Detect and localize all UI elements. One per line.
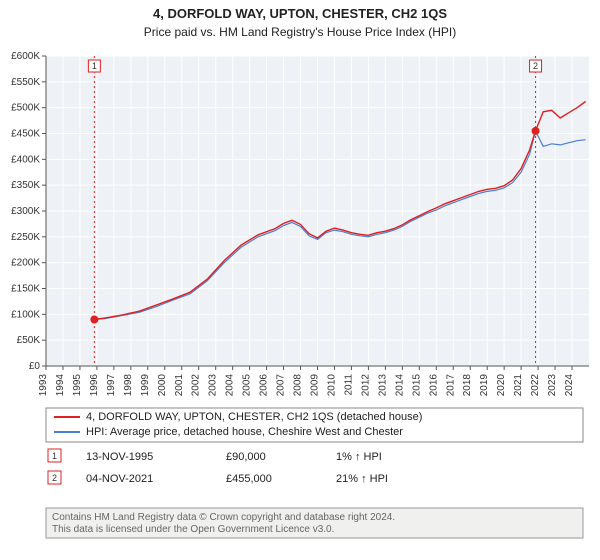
chart-container: 4, DORFOLD WAY, UPTON, CHESTER, CH2 1QS P… [0, 0, 600, 560]
x-tick-label: 1998 [123, 374, 134, 397]
x-tick-label: 2006 [259, 374, 270, 397]
x-tick-label: 2007 [276, 374, 287, 397]
y-tick-label: £600K [11, 51, 40, 62]
x-tick-label: 2003 [208, 374, 219, 397]
x-tick-label: 2015 [411, 374, 422, 397]
x-tick-label: 2005 [242, 374, 253, 397]
event-row-pct: 21% ↑ HPI [336, 473, 388, 485]
chart-svg: 4, DORFOLD WAY, UPTON, CHESTER, CH2 1QS P… [0, 0, 600, 560]
x-tick-label: 2019 [479, 374, 490, 397]
x-tick-label: 2012 [360, 374, 371, 397]
event-row-price: £455,000 [226, 473, 272, 485]
x-tick-label: 2017 [445, 374, 456, 397]
x-tick-label: 1996 [89, 374, 100, 397]
x-tick-label: 2011 [343, 374, 354, 396]
y-tick-label: £450K [11, 129, 40, 140]
y-tick-label: £300K [11, 206, 40, 217]
event-row-number: 2 [52, 473, 57, 483]
event-row-number: 1 [52, 451, 57, 461]
y-tick-label: £550K [11, 77, 40, 88]
y-tick-label: £150K [11, 284, 40, 295]
y-tick-label: £200K [11, 258, 40, 269]
x-tick-label: 2016 [428, 374, 439, 397]
x-tick-label: 2008 [293, 374, 304, 397]
x-tick-label: 2004 [225, 374, 236, 397]
x-tick-label: 2014 [394, 374, 405, 397]
x-tick-label: 2000 [157, 374, 168, 397]
x-tick-label: 2002 [191, 374, 202, 397]
footer-line-2: This data is licensed under the Open Gov… [52, 524, 334, 535]
y-tick-label: £100K [11, 309, 40, 320]
x-tick-label: 1995 [72, 374, 83, 397]
x-tick-label: 2024 [564, 374, 575, 397]
x-tick-label: 2001 [174, 374, 185, 397]
chart-subtitle: Price paid vs. HM Land Registry's House … [144, 25, 456, 39]
y-tick-label: £350K [11, 180, 40, 191]
x-tick-label: 2009 [310, 374, 321, 397]
event-label-number: 2 [533, 61, 538, 71]
x-tick-label: 2021 [513, 374, 524, 397]
event-row-date: 04-NOV-2021 [86, 473, 153, 485]
event-marker [90, 316, 98, 324]
y-tick-label: £0 [29, 361, 41, 372]
event-row-pct: 1% ↑ HPI [336, 451, 382, 463]
y-tick-label: £50K [17, 335, 41, 346]
legend-label: 4, DORFOLD WAY, UPTON, CHESTER, CH2 1QS … [86, 411, 422, 423]
x-tick-label: 1993 [38, 374, 49, 397]
event-row-date: 13-NOV-1995 [86, 451, 153, 463]
y-tick-label: £400K [11, 154, 40, 165]
y-tick-label: £250K [11, 232, 40, 243]
x-tick-label: 2022 [530, 374, 541, 397]
x-tick-label: 1997 [106, 374, 117, 397]
event-row-price: £90,000 [226, 451, 266, 463]
x-tick-label: 1994 [55, 374, 66, 397]
event-label-number: 1 [92, 61, 97, 71]
x-tick-label: 2010 [326, 374, 337, 397]
x-tick-label: 2018 [462, 374, 473, 397]
x-tick-label: 2023 [547, 374, 558, 397]
x-tick-label: 2020 [496, 374, 507, 397]
legend-label: HPI: Average price, detached house, Ches… [86, 426, 403, 438]
x-tick-label: 2013 [377, 374, 388, 397]
y-tick-label: £500K [11, 103, 40, 114]
chart-title: 4, DORFOLD WAY, UPTON, CHESTER, CH2 1QS [153, 6, 447, 21]
event-marker [532, 127, 540, 135]
x-tick-label: 1999 [140, 374, 151, 397]
footer-line-1: Contains HM Land Registry data © Crown c… [52, 512, 395, 523]
